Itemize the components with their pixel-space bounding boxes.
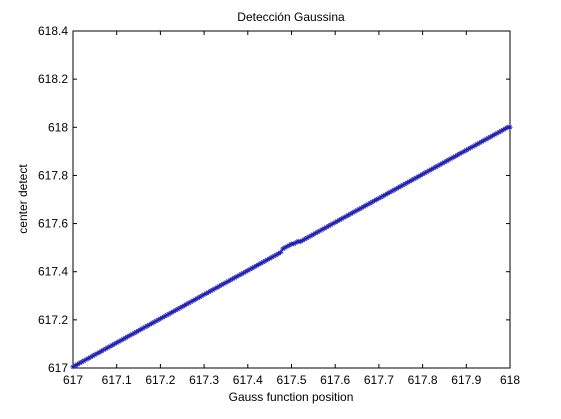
- x-tick-label: 617.4: [233, 373, 263, 387]
- x-tick-label: 617: [63, 373, 83, 387]
- chart-title: Detección Gaussina: [237, 10, 345, 24]
- x-tick-label: 617.7: [364, 373, 394, 387]
- plot-area: [73, 31, 510, 368]
- x-tick-label: 617.6: [320, 373, 350, 387]
- x-tick-label: 617.3: [189, 373, 219, 387]
- y-axis-label: center detect: [16, 164, 30, 234]
- x-tick-label: 617.9: [451, 373, 481, 387]
- y-tick-label: 617.2: [38, 313, 68, 327]
- y-tick-label: 617.6: [38, 217, 68, 231]
- y-tick-label: 617.4: [38, 265, 68, 279]
- y-tick-label: 618: [48, 120, 68, 134]
- x-tick-label: 617.5: [276, 373, 306, 387]
- y-tick-label: 618.2: [38, 72, 68, 86]
- y-tick-label: 618.4: [38, 24, 68, 38]
- x-tick-label: 617.2: [145, 373, 175, 387]
- y-tick-label: 617.8: [38, 168, 68, 182]
- x-axis-label: Gauss function position: [229, 390, 354, 404]
- x-tick-label: 618: [500, 373, 520, 387]
- y-tick-label: 617: [48, 361, 68, 375]
- x-tick-label: 617.8: [408, 373, 438, 387]
- x-tick-label: 617.1: [102, 373, 132, 387]
- data-point-marker: [507, 125, 512, 130]
